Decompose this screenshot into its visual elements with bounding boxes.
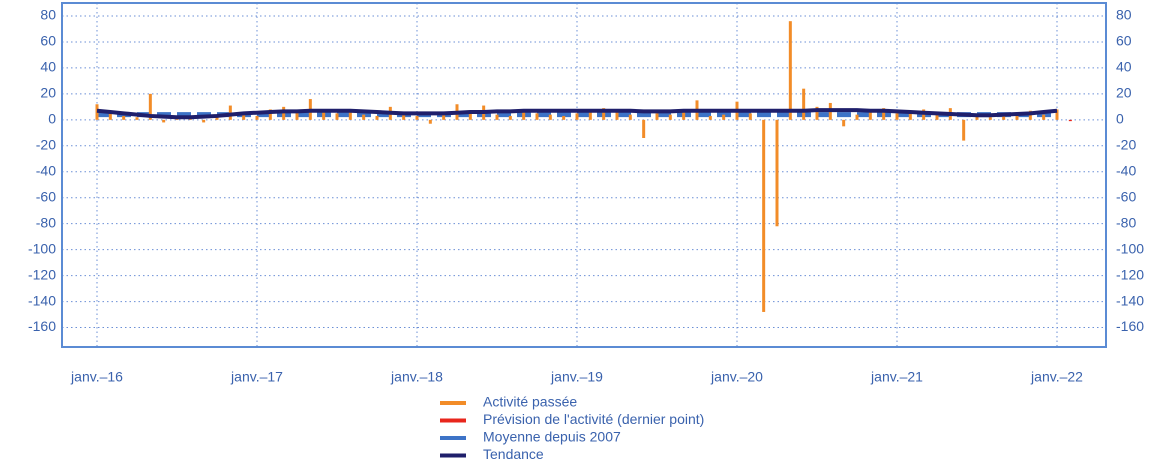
- y2-tick-label: -40: [1116, 162, 1136, 178]
- bar: [628, 114, 632, 120]
- y-tick-label: -40: [36, 162, 56, 178]
- bar: [522, 112, 526, 120]
- plot-frame: [61, 2, 1107, 348]
- bar: [708, 115, 712, 120]
- y-tick-label: 0: [48, 111, 56, 127]
- bar: [588, 109, 592, 120]
- bar: [108, 113, 112, 120]
- bar: [815, 106, 819, 120]
- bar: [562, 115, 566, 120]
- y2-tick-label: 40: [1116, 59, 1132, 75]
- y2-tick-label: -160: [1116, 318, 1144, 334]
- y-tick-label: -100: [28, 240, 56, 256]
- x-tick-label: janv.–22: [1030, 369, 1083, 385]
- bar: [402, 113, 406, 120]
- bar: [988, 117, 992, 120]
- bar: [268, 109, 272, 120]
- y-tick-label: -160: [28, 318, 56, 334]
- bar: [255, 115, 259, 120]
- y2-tick-label: 0: [1116, 111, 1124, 127]
- bar: [882, 108, 886, 120]
- legend-label: Activité passée: [483, 394, 577, 410]
- bar: [535, 113, 539, 120]
- y-tick-label: 60: [40, 33, 56, 49]
- bar: [1055, 109, 1059, 120]
- bar: [655, 113, 659, 120]
- y2-tick-label: -140: [1116, 292, 1144, 308]
- y-tick-label: 40: [40, 59, 56, 75]
- y-tick-label: -140: [28, 292, 56, 308]
- bar: [1002, 115, 1006, 120]
- y2-tick-label: -120: [1116, 266, 1144, 282]
- y-tick-label: 20: [40, 85, 56, 101]
- bar: [762, 119, 766, 312]
- legend-label: Tendance: [483, 446, 544, 462]
- bar: [495, 114, 499, 120]
- bar: [548, 114, 552, 120]
- x-tick-label: janv.–17: [230, 369, 283, 385]
- bar: [935, 114, 939, 120]
- bar: [375, 115, 379, 120]
- y-tick-label: -120: [28, 266, 56, 282]
- x-tick-label: janv.–19: [550, 369, 603, 385]
- y2-tick-label: 60: [1116, 33, 1132, 49]
- bar: [322, 112, 326, 120]
- bar: [788, 21, 792, 120]
- x-tick-label: janv.–20: [710, 369, 763, 385]
- bar: [602, 108, 606, 120]
- y2-tick-label: 80: [1116, 7, 1132, 23]
- bar: [468, 113, 472, 120]
- bar: [908, 110, 912, 120]
- bar: [962, 119, 966, 141]
- y-tick-label: 80: [40, 7, 56, 23]
- bar: [242, 114, 246, 120]
- legend-label: Moyenne depuis 2007: [483, 429, 621, 445]
- x-tick-label: janv.–18: [390, 369, 443, 385]
- legend-label: Prévision de l'activité (dernier point): [483, 411, 704, 427]
- bar: [1015, 115, 1019, 120]
- x-tick-label: janv.–16: [70, 369, 123, 385]
- bar: [162, 119, 166, 123]
- bar: [148, 93, 152, 120]
- bar: [855, 114, 859, 120]
- bar: [442, 114, 446, 120]
- bar: [1042, 114, 1046, 120]
- bar: [802, 88, 806, 120]
- y2-tick-label: -60: [1116, 188, 1136, 204]
- bar: [748, 113, 752, 120]
- bar: [508, 115, 512, 120]
- bar: [1068, 119, 1072, 122]
- y-tick-label: -80: [36, 214, 56, 230]
- y-tick-label: -20: [36, 136, 56, 152]
- y2-tick-label: -100: [1116, 240, 1144, 256]
- bar: [295, 112, 299, 120]
- bar: [682, 112, 686, 120]
- y2-tick-label: -80: [1116, 214, 1136, 230]
- bar: [428, 119, 432, 124]
- bar: [722, 114, 726, 120]
- line: [96, 108, 1058, 120]
- bar: [868, 112, 872, 120]
- bar: [668, 114, 672, 120]
- bar: [975, 115, 979, 120]
- bar: [895, 113, 899, 120]
- bar: [775, 119, 779, 227]
- bar: [575, 113, 579, 120]
- y2-tick-label: 20: [1116, 85, 1132, 101]
- bar: [348, 109, 352, 120]
- bar: [842, 119, 846, 127]
- y2-tick-label: -20: [1116, 136, 1136, 152]
- x-tick-label: janv.–21: [870, 369, 923, 385]
- bar: [415, 115, 419, 120]
- bar: [135, 117, 139, 120]
- bar: [362, 114, 366, 120]
- bar: [202, 119, 206, 123]
- bar: [122, 115, 126, 120]
- bar: [615, 112, 619, 120]
- bar: [642, 119, 646, 139]
- bar: [335, 113, 339, 120]
- y-tick-label: -60: [36, 188, 56, 204]
